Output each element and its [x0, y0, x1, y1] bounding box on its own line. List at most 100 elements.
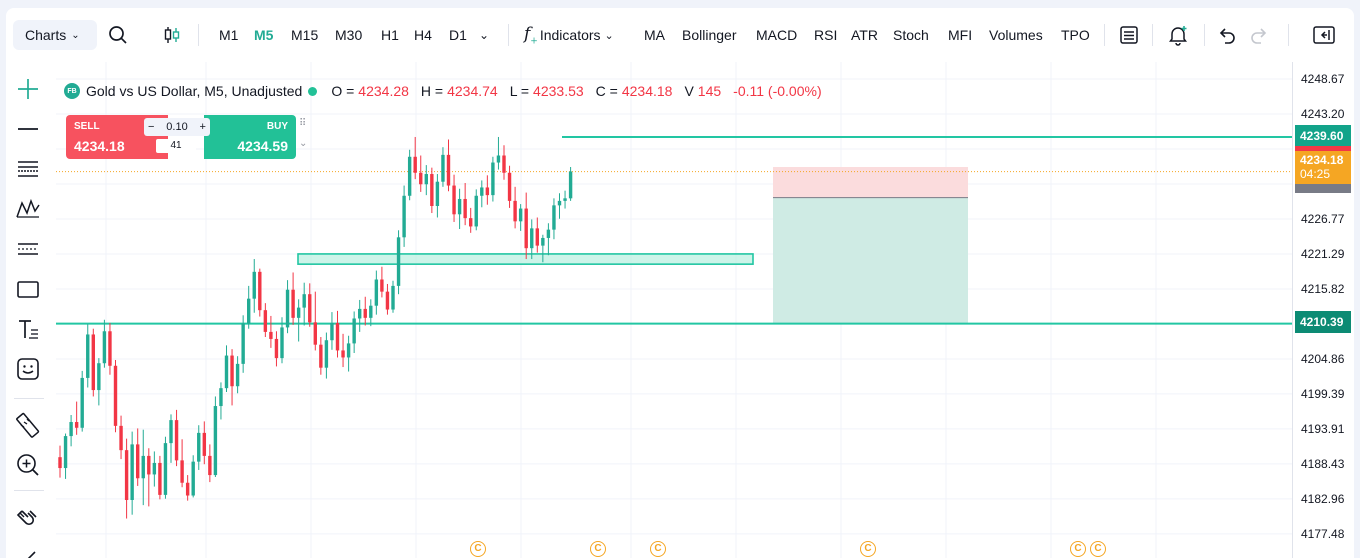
- candle-body: [374, 279, 379, 306]
- rectangle-tool[interactable]: [15, 276, 41, 302]
- symbol-title[interactable]: Gold vs US Dollar, M5, Unadjusted: [86, 83, 303, 99]
- trendline-tool[interactable]: [15, 116, 41, 142]
- candle-body: [58, 457, 62, 469]
- indicator-ma[interactable]: MA: [644, 27, 665, 43]
- timeframe-h4[interactable]: H4: [414, 27, 432, 43]
- minus-icon[interactable]: −: [148, 121, 155, 133]
- high-value: 4234.74: [447, 83, 498, 99]
- candle-body: [235, 363, 240, 387]
- measure-tool[interactable]: [15, 412, 41, 438]
- economic-event-icon[interactable]: C: [1070, 541, 1086, 557]
- indicator-stoch[interactable]: Stoch: [893, 27, 929, 43]
- magnet-tool[interactable]: [15, 506, 41, 532]
- chart-canvas[interactable]: [56, 62, 1292, 558]
- plus-icon[interactable]: +: [199, 121, 206, 133]
- economic-event-icon[interactable]: C: [1090, 541, 1106, 557]
- open-value: 4234.28: [358, 83, 409, 99]
- tools-divider: [14, 490, 44, 491]
- candle-body: [557, 200, 562, 206]
- candle-body: [446, 154, 451, 186]
- timeframe-more-chevron-icon[interactable]: ⌄: [479, 28, 490, 42]
- layout-button[interactable]: [1119, 8, 1139, 62]
- buy-label: BUY: [266, 121, 288, 132]
- candles-icon: [164, 27, 180, 43]
- indicator-volumes[interactable]: Volumes: [989, 27, 1043, 43]
- candle-body: [407, 156, 412, 196]
- candle-body: [91, 334, 95, 391]
- brush-tool[interactable]: [15, 546, 41, 558]
- layout-icon: [1120, 26, 1138, 44]
- drag-handle-icon[interactable]: ⠿ ⌄: [299, 118, 308, 149]
- indicator-bollinger[interactable]: Bollinger: [682, 27, 737, 43]
- collapse-panel-button[interactable]: [1313, 8, 1335, 62]
- indicator-mfi[interactable]: MFI: [948, 27, 973, 43]
- demand-zone-rectangle: [297, 253, 754, 265]
- timeframe-m1[interactable]: M1: [219, 27, 239, 43]
- chart-drawings: [56, 135, 1292, 325]
- charts-menu-button[interactable]: Charts ⌄: [13, 20, 97, 50]
- economic-event-icon[interactable]: C: [860, 541, 876, 557]
- text-tool[interactable]: [15, 316, 41, 342]
- price-axis[interactable]: 4248.674243.204237.724226.774221.294215.…: [1292, 62, 1354, 558]
- candle-body: [457, 198, 462, 215]
- channel-icon: [18, 243, 38, 255]
- timeframe-d1[interactable]: D1: [449, 27, 467, 43]
- quantity-stepper[interactable]: − 0.10 +: [144, 118, 210, 136]
- candle-body: [524, 208, 528, 249]
- channel-tool[interactable]: [15, 236, 41, 262]
- candle-body: [102, 331, 107, 364]
- indicators-label: Indicators: [539, 27, 601, 43]
- economic-event-icon[interactable]: C: [470, 541, 486, 557]
- chart-panel: Charts ⌄ M1 M5 M15 M30 H1 H4 D1 ⌄ f+ Ind…: [6, 8, 1354, 558]
- alert-button[interactable]: [1167, 8, 1189, 62]
- buy-button[interactable]: BUY 4234.59: [204, 115, 296, 159]
- economic-event-icon[interactable]: C: [650, 541, 666, 557]
- price-chart[interactable]: FB Gold vs US Dollar, M5, Unadjusted O =…: [56, 62, 1354, 558]
- candle-body: [169, 420, 173, 444]
- entry-price-marker: [1295, 184, 1351, 193]
- candle-body: [280, 327, 284, 359]
- chart-type-button[interactable]: [162, 8, 182, 62]
- alert-icon: [1169, 26, 1187, 46]
- indicators-button[interactable]: f+ Indicators ⌄: [524, 8, 614, 62]
- candle-body: [208, 455, 212, 476]
- quantity-value[interactable]: 0.10: [166, 121, 188, 133]
- fib-tool[interactable]: [15, 156, 41, 182]
- pencil-icon: [27, 551, 36, 558]
- toolbar-divider: [508, 24, 509, 46]
- ruler-icon: [16, 412, 40, 438]
- candle-body: [63, 436, 68, 469]
- chevron-down-icon: ⌄: [604, 29, 614, 42]
- candle-body: [391, 285, 395, 310]
- undo-button[interactable]: [1217, 8, 1237, 62]
- indicator-rsi[interactable]: RSI: [814, 27, 838, 43]
- drawing-toolbar: [6, 62, 52, 558]
- redo-button[interactable]: [1249, 8, 1269, 62]
- timeframe-m30[interactable]: M30: [335, 27, 363, 43]
- candle-body: [247, 298, 251, 324]
- emoji-tool[interactable]: [15, 356, 41, 382]
- crosshair-tool[interactable]: [15, 76, 41, 102]
- indicator-tpo[interactable]: TPO: [1061, 27, 1090, 43]
- price-tick-label: 4215.82: [1301, 281, 1345, 296]
- zoom-tool[interactable]: [15, 452, 41, 478]
- crosshair-icon: [18, 79, 38, 99]
- candle-body: [263, 310, 268, 332]
- indicator-macd[interactable]: MACD: [756, 27, 798, 43]
- volume-value: 145: [697, 83, 722, 99]
- candle-body: [552, 205, 556, 230]
- timeframe-m15[interactable]: M15: [291, 27, 319, 43]
- toolbar-divider: [1288, 24, 1289, 46]
- price-tick-label: 4204.86: [1301, 352, 1345, 366]
- search-icon: [109, 26, 127, 44]
- indicator-atr[interactable]: ATR: [851, 27, 878, 43]
- timeframe-m5[interactable]: M5: [254, 27, 274, 43]
- timeframe-h1[interactable]: H1: [381, 27, 399, 43]
- search-button[interactable]: [108, 8, 128, 62]
- candle-body: [363, 308, 367, 318]
- economic-event-icon[interactable]: C: [590, 541, 606, 557]
- candle-body: [308, 294, 312, 323]
- pattern-tool[interactable]: [15, 196, 41, 222]
- candle-body: [180, 460, 184, 483]
- candle-body: [341, 350, 345, 358]
